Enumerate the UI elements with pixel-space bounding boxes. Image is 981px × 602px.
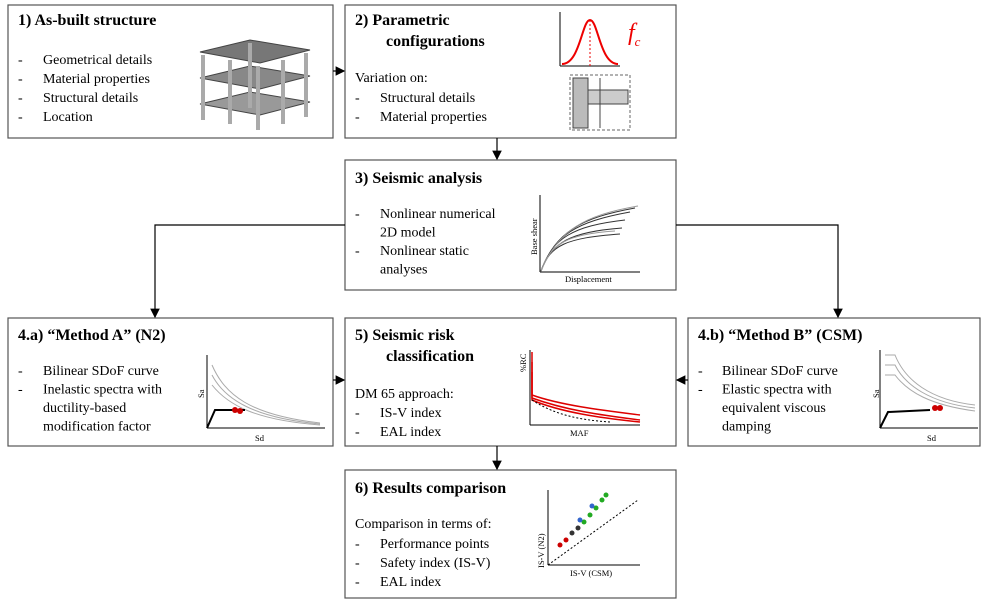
bullet: - bbox=[18, 72, 23, 87]
box-title: 3) Seismic analysis bbox=[355, 170, 482, 187]
diagram: fc Base shear Displacement bbox=[0, 0, 981, 602]
box-title: configurations bbox=[386, 33, 485, 50]
list-item: 2D model bbox=[380, 226, 436, 241]
list-item: Nonlinear static bbox=[380, 244, 469, 259]
axis-label: Base shear bbox=[529, 218, 539, 255]
column-icon bbox=[570, 75, 630, 130]
list-item: equivalent viscous bbox=[722, 401, 826, 416]
bullet: - bbox=[18, 383, 23, 398]
list-item: ductility-based bbox=[43, 401, 126, 416]
list-item: Material properties bbox=[380, 110, 487, 125]
axis-label: MAF bbox=[570, 428, 589, 438]
bullet: - bbox=[355, 556, 360, 571]
bullet: - bbox=[355, 425, 360, 440]
box-title: 4.b) “Method B” (CSM) bbox=[698, 327, 862, 344]
bullet: - bbox=[18, 53, 23, 68]
bullet: - bbox=[18, 364, 23, 379]
bullet: - bbox=[355, 244, 360, 259]
axis-label: Sd bbox=[927, 433, 937, 443]
list-item: Bilinear SDoF curve bbox=[43, 364, 159, 379]
axis-label: IS-V (N2) bbox=[536, 533, 546, 568]
intro-text: DM 65 approach: bbox=[355, 387, 454, 402]
bullet: - bbox=[698, 364, 703, 379]
intro-text: Variation on: bbox=[355, 71, 428, 86]
list-item: Inelastic spectra with bbox=[43, 383, 162, 398]
box-title: 1) As-built structure bbox=[18, 12, 156, 29]
list-item: Elastic spectra with bbox=[722, 383, 832, 398]
list-item: EAL index bbox=[380, 575, 441, 590]
axis-label: Sa bbox=[196, 389, 206, 398]
list-item: Structural details bbox=[43, 91, 138, 106]
axis-label: IS-V (CSM) bbox=[570, 568, 612, 578]
list-item: EAL index bbox=[380, 425, 441, 440]
list-item: Geometrical details bbox=[43, 53, 152, 68]
bullet: - bbox=[355, 91, 360, 106]
bullet: - bbox=[18, 91, 23, 106]
box-title: 2) Parametric bbox=[355, 12, 450, 29]
list-item: Location bbox=[43, 110, 93, 125]
bullet: - bbox=[355, 110, 360, 125]
bullet: - bbox=[355, 575, 360, 590]
box-title: classification bbox=[386, 348, 474, 365]
box-title: 4.a) “Method A” (N2) bbox=[18, 327, 166, 344]
axis-label: Sa bbox=[871, 389, 881, 398]
box-title: 5) Seismic risk bbox=[355, 327, 455, 344]
list-item: damping bbox=[722, 420, 771, 435]
arrow bbox=[676, 225, 838, 317]
bullet: - bbox=[698, 383, 703, 398]
axis-label: Displacement bbox=[565, 274, 612, 284]
axis-label: %RC bbox=[518, 353, 528, 372]
axis-label: Sd bbox=[255, 433, 265, 443]
list-item: Bilinear SDoF curve bbox=[722, 364, 838, 379]
arrow bbox=[155, 225, 345, 317]
bullet: - bbox=[355, 537, 360, 552]
list-item: Performance points bbox=[380, 537, 489, 552]
bullet: - bbox=[18, 110, 23, 125]
bullet: - bbox=[355, 406, 360, 421]
intro-text: Comparison in terms of: bbox=[355, 517, 492, 532]
list-item: Safety index (IS-V) bbox=[380, 556, 491, 571]
list-item: IS-V index bbox=[380, 406, 442, 421]
list-item: analyses bbox=[380, 263, 427, 278]
list-item: Nonlinear numerical bbox=[380, 207, 496, 222]
box-title: 6) Results comparison bbox=[355, 480, 506, 497]
list-item: modification factor bbox=[43, 420, 151, 435]
list-item: Material properties bbox=[43, 72, 150, 87]
bullet: - bbox=[355, 207, 360, 222]
list-item: Structural details bbox=[380, 91, 475, 106]
